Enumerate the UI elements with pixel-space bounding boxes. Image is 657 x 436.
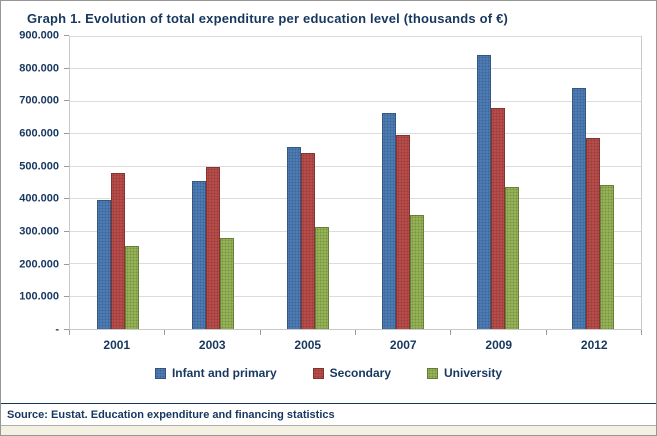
y-tick-label: 900.000 bbox=[19, 29, 59, 42]
bar bbox=[314, 227, 329, 329]
bar bbox=[96, 199, 111, 329]
legend-label: Infant and primary bbox=[171, 366, 277, 380]
gridline bbox=[70, 198, 641, 200]
y-axis: 900.000 800.000 700.000 600.000 500.000 400.0… bbox=[1, 30, 69, 335]
bar bbox=[286, 147, 301, 329]
gridline bbox=[70, 68, 641, 70]
bar bbox=[477, 54, 492, 329]
source-note: Source: Eustat. Education expenditure an… bbox=[1, 403, 656, 425]
x-axis-label: 2007 bbox=[389, 338, 417, 352]
bar bbox=[505, 187, 520, 329]
x-axis-label: 2012 bbox=[580, 338, 608, 352]
legend: Infant and primary Secondary University bbox=[1, 366, 656, 380]
bar bbox=[300, 153, 315, 329]
x-tick-cell bbox=[547, 330, 642, 335]
bottom-strip bbox=[1, 425, 656, 435]
bar bbox=[586, 137, 601, 329]
legend-marker bbox=[312, 367, 324, 379]
y-tick-mark bbox=[64, 165, 69, 167]
y-tick-label: 500.000 bbox=[19, 160, 59, 173]
y-tick-label: 800.000 bbox=[19, 62, 59, 75]
gridline bbox=[70, 36, 641, 37]
bar bbox=[219, 238, 234, 329]
bar-group bbox=[70, 37, 165, 329]
gridline bbox=[70, 230, 641, 232]
y-tick-mark bbox=[64, 198, 69, 200]
x-axis-ticks bbox=[69, 330, 642, 335]
bar-group bbox=[546, 37, 641, 329]
chart-area: 900.000 800.000 700.000 600.000 500.000 400.0… bbox=[1, 30, 642, 335]
y-tick-label: 700.000 bbox=[19, 94, 59, 107]
y-tick-label: 400.000 bbox=[19, 192, 59, 205]
x-axis-labels: 2001 2003 2005 2007 2009 2012 bbox=[69, 338, 642, 352]
legend-item: Infant and primary bbox=[154, 366, 277, 380]
y-tick-mark bbox=[64, 133, 69, 134]
bar bbox=[572, 87, 587, 329]
bar bbox=[124, 245, 139, 329]
chart-title: Graph 1. Evolution of total expenditure … bbox=[27, 11, 509, 26]
x-axis-label: 2005 bbox=[294, 338, 322, 352]
bar bbox=[191, 181, 206, 329]
x-tick-cell bbox=[69, 330, 166, 335]
y-tick-label: 600.000 bbox=[19, 127, 59, 140]
y-tick-label: 100.000 bbox=[19, 290, 59, 303]
y-tick-label: 300.000 bbox=[19, 225, 59, 238]
x-tick-cell bbox=[165, 330, 261, 335]
y-tick-mark bbox=[64, 296, 69, 298]
legend-item: University bbox=[427, 366, 502, 380]
y-tick-mark bbox=[64, 263, 69, 265]
bar bbox=[600, 185, 615, 329]
legend-marker bbox=[427, 367, 438, 379]
bar bbox=[205, 166, 220, 329]
gridline bbox=[70, 165, 641, 167]
bar bbox=[110, 173, 125, 329]
x-tick-cell bbox=[451, 330, 547, 335]
legend-item: Secondary bbox=[312, 366, 391, 380]
x-axis-label: 2001 bbox=[103, 338, 131, 352]
bar bbox=[491, 108, 506, 329]
bar-group bbox=[451, 37, 546, 329]
bar bbox=[382, 112, 397, 329]
gridline bbox=[70, 263, 641, 265]
gridline bbox=[70, 133, 641, 135]
bar-group bbox=[260, 37, 355, 329]
y-tick-mark bbox=[64, 100, 69, 102]
y-tick-label: 200.000 bbox=[19, 258, 59, 271]
legend-label: University bbox=[444, 366, 503, 380]
y-tick-mark bbox=[64, 35, 69, 36]
gridline bbox=[70, 295, 641, 297]
bar-groups bbox=[70, 37, 641, 329]
bar bbox=[410, 215, 425, 329]
y-tick-mark bbox=[64, 67, 69, 69]
legend-marker bbox=[154, 367, 166, 379]
x-axis-label: 2009 bbox=[485, 338, 513, 352]
y-tick-mark bbox=[64, 231, 69, 232]
bar-group bbox=[165, 37, 260, 329]
x-tick-cell bbox=[261, 330, 356, 335]
x-axis-label: 2003 bbox=[198, 338, 226, 352]
gridline bbox=[70, 100, 641, 102]
y-tick-mark bbox=[64, 329, 69, 330]
x-tick-cell bbox=[356, 330, 452, 335]
plot-area bbox=[69, 36, 642, 330]
bar bbox=[396, 134, 411, 329]
bar-group bbox=[356, 37, 451, 329]
legend-label: Secondary bbox=[329, 366, 391, 380]
y-tick-label: - bbox=[55, 323, 59, 336]
